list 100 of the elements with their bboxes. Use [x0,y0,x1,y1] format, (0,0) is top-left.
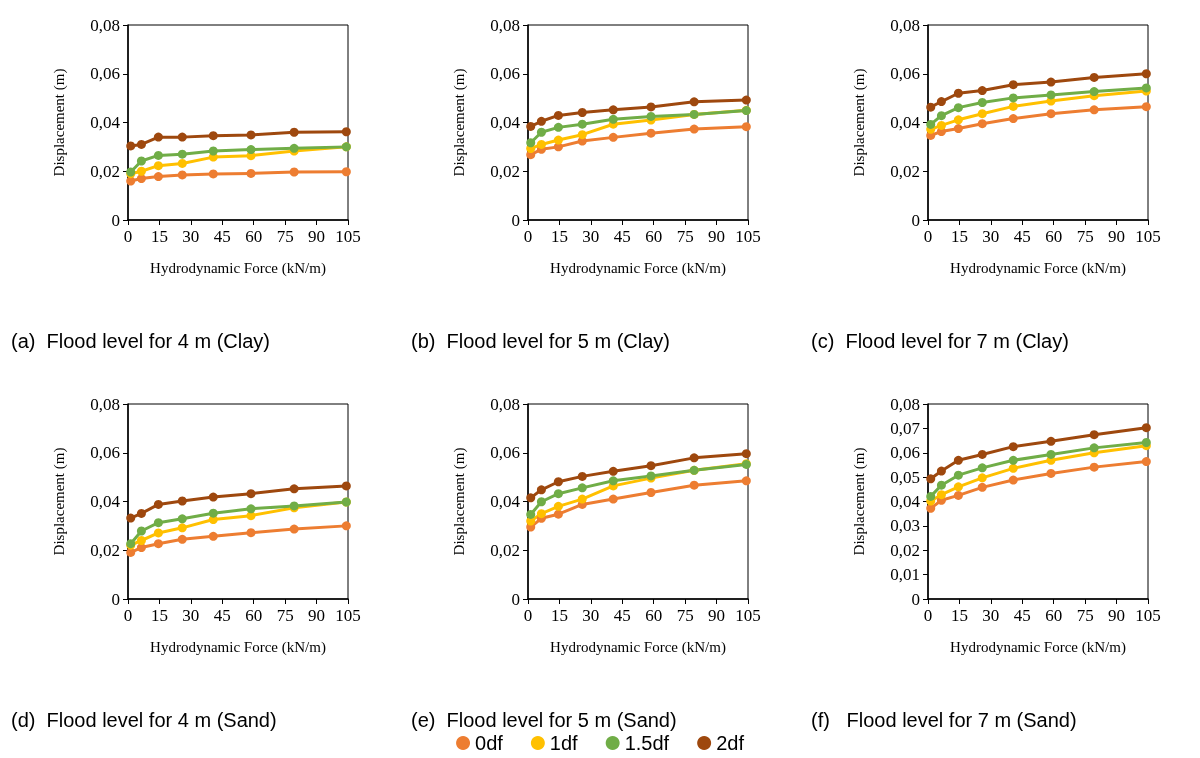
x-tick-label: 60 [645,227,663,246]
x-tick-label: 90 [708,227,726,246]
x-tick-label: 105 [335,606,361,625]
y-tick-label: 0 [111,589,120,609]
x-tick-label: 105 [735,227,761,246]
x-tick-label: 15 [550,227,568,246]
y-tick-label: 0 [511,589,520,609]
y-tick-label: 0,06 [890,443,920,463]
text: (a) Flood level for 4 m (Clay) [11,330,270,352]
x-tick-label: 30 [582,606,600,625]
y-tick-label: 0,02 [490,161,520,181]
y-tick-label: 0,06 [490,443,520,463]
y-tick-label: 0,08 [90,15,120,35]
legend-label: 0df [475,732,504,754]
y-tick-label: 0 [911,210,920,230]
y-tick-label: 0,06 [490,64,520,84]
y-tick-label: 0,04 [490,113,521,132]
y-axis-title: Displacement (m) [450,68,468,177]
y-tick-label: 0,02 [890,161,920,181]
text: (f) Flood level for 7 m (Sand) [811,709,1077,731]
x-tick-label: 45 [1013,606,1031,625]
x-axis-title: Hydrodynamic Force (kN/m) [550,259,726,277]
x-tick-label: 75 [1076,227,1094,246]
x-tick-label: 90 [1108,606,1126,625]
x-tick-label: 0 [923,227,933,246]
y-axis-title: Displacement (m) [850,447,868,556]
y-tick-label: 0 [511,210,520,230]
x-tick-label: 60 [1045,227,1063,246]
y-tick-label: 0,08 [490,15,520,35]
x-axis-title: Hydrodynamic Force (kN/m) [550,638,726,656]
x-tick-label: 105 [735,606,761,625]
x-tick-label: 60 [1045,606,1063,625]
x-axis-title: Hydrodynamic Force (kN/m) [950,259,1126,277]
y-tick-label: 0,02 [890,540,920,560]
x-tick-label: 105 [1135,606,1161,625]
y-tick-label: 0,04 [890,492,921,511]
y-axis-title: Displacement (m) [450,447,468,556]
x-tick-label: 15 [950,606,968,625]
text: (e) Flood level for 5 m (Sand) [411,709,677,731]
x-tick-label: 75 [1076,606,1094,625]
y-tick-label: 0,06 [890,64,920,84]
x-tick-label: 0 [523,606,533,625]
legend-label: 1.5df [624,732,670,754]
y-tick-label: 0 [111,210,120,230]
x-tick-label: 45 [613,606,631,625]
x-tick-label: 60 [645,606,663,625]
y-tick-label: 0,02 [90,540,120,560]
x-tick-label: 30 [982,227,1000,246]
y-tick-label: 0,02 [90,161,120,181]
y-tick-label: 0,06 [90,64,120,84]
x-tick-label: 45 [1013,227,1031,246]
x-tick-label: 15 [150,227,168,246]
x-tick-label: 90 [308,227,326,246]
x-tick-label: 60 [245,606,263,625]
y-tick-label: 0,06 [90,443,120,463]
y-tick-label: 0,05 [890,467,920,487]
x-axis-title: Hydrodynamic Force (kN/m) [150,638,326,656]
y-axis-title: Displacement (m) [850,68,868,177]
y-tick-label: 0,03 [890,516,920,536]
x-tick-label: 15 [950,227,968,246]
y-tick-label: 0,01 [890,565,920,585]
x-tick-label: 0 [523,227,533,246]
x-tick-label: 0 [123,606,133,625]
x-tick-label: 75 [676,227,694,246]
y-tick-label: 0,08 [890,15,920,35]
x-tick-label: 0 [123,227,133,246]
text: (d) Flood level for 4 m (Sand) [11,709,277,731]
legend-label: 2df [716,732,745,754]
x-tick-label: 90 [308,606,326,625]
x-tick-label: 75 [676,606,694,625]
text: (b) Flood level for 5 m (Clay) [411,330,670,352]
x-tick-label: 30 [582,227,600,246]
x-tick-label: 45 [213,227,231,246]
y-tick-label: 0,08 [490,394,520,414]
y-tick-label: 0,04 [890,113,921,132]
x-tick-label: 60 [245,227,263,246]
x-tick-label: 45 [613,227,631,246]
x-tick-label: 15 [150,606,168,625]
y-axis-title: Displacement (m) [50,68,68,177]
x-tick-label: 105 [335,227,361,246]
x-tick-label: 75 [276,227,294,246]
text: (c) Flood level for 7 m (Clay) [811,330,1069,352]
legend-label: 1df [549,732,579,754]
x-tick-label: 45 [213,606,231,625]
y-tick-label: 0,04 [90,113,121,132]
x-axis-title: Hydrodynamic Force (kN/m) [950,638,1126,656]
y-tick-label: 0,02 [490,540,520,560]
x-tick-label: 30 [982,606,1000,625]
y-axis-title: Displacement (m) [50,447,68,556]
x-tick-label: 105 [1135,227,1161,246]
y-tick-label: 0,04 [90,492,121,511]
x-tick-label: 90 [1108,227,1126,246]
x-tick-label: 75 [276,606,294,625]
x-axis-title: Hydrodynamic Force (kN/m) [150,259,326,277]
y-tick-label: 0,04 [490,492,521,511]
x-tick-label: 30 [182,227,200,246]
y-tick-label: 0 [911,589,920,609]
y-tick-label: 0,07 [890,418,921,438]
x-tick-label: 15 [550,606,568,625]
y-tick-label: 0,08 [90,394,120,414]
